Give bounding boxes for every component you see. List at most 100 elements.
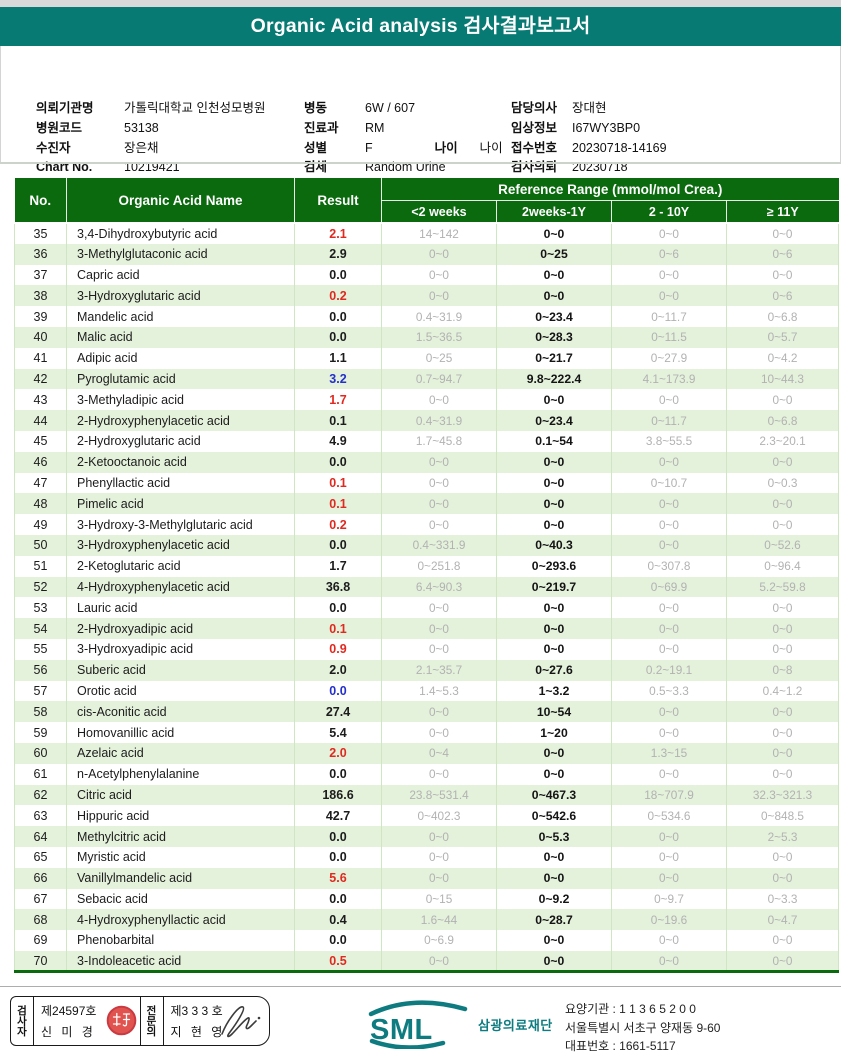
row-no: 35 — [14, 223, 67, 244]
row-result: 1.1 — [294, 347, 382, 369]
row-result: 0.0 — [294, 888, 382, 910]
row-result: 0.0 — [294, 680, 382, 702]
row-ref-lt2w: 0.7~94.7 — [381, 368, 497, 390]
row-acid-name: 2-Ketooctanoic acid — [66, 451, 295, 473]
signature-box: 검사자 제24597호 신 미 경 전문의 제3 3 3 호 지 현 영 — [10, 996, 270, 1046]
row-ref-2-10y: 0~0 — [611, 264, 727, 286]
row-ref-ge11y: 0~4.2 — [726, 347, 839, 369]
row-ref-lt2w: 1.5~36.5 — [381, 326, 497, 348]
row-no: 61 — [14, 763, 67, 785]
field-label: 병동 — [304, 101, 328, 115]
row-ref-lt2w: 0~25 — [381, 347, 497, 369]
row-ref-2-10y: 0~0 — [611, 285, 727, 307]
row-ref-ge11y: 0~0 — [726, 451, 839, 473]
row-no: 56 — [14, 659, 67, 681]
row-result: 36.8 — [294, 576, 382, 598]
row-ref-2-10y: 0~0 — [611, 597, 727, 619]
row-ref-2-10y: 0~307.8 — [611, 555, 727, 577]
row-no: 49 — [14, 514, 67, 535]
row-result: 5.6 — [294, 867, 382, 889]
row-ref-lt2w: 0~0 — [381, 451, 497, 473]
row-result: 0.5 — [294, 950, 382, 972]
row-ref-ge11y: 0~0 — [726, 763, 839, 785]
row-acid-name: 4-Hydroxyphenyllactic acid — [66, 909, 295, 931]
row-no: 51 — [14, 555, 67, 577]
row-acid-name: 3-Hydroxy-3-Methylglutaric acid — [66, 514, 295, 535]
row-no: 38 — [14, 285, 67, 307]
row-ref-2-10y: 0~0 — [611, 493, 727, 515]
report-title: Organic Acid analysis 검사결과보고서 — [0, 7, 841, 46]
row-ref-ge11y: 0~0 — [726, 701, 839, 723]
row-no: 53 — [14, 597, 67, 619]
row-ref-2w1y: 0~0 — [496, 846, 612, 868]
examiner-cert-no: 제24597호 — [41, 1004, 97, 1018]
row-result: 0.0 — [294, 826, 382, 847]
examiner-stamp-icon — [106, 1005, 136, 1036]
row-result: 1.7 — [294, 555, 382, 577]
field-value: RM — [365, 120, 385, 135]
row-ref-2w1y: 0~23.4 — [496, 306, 612, 327]
col-header-ref-lt2w: <2 weeks — [381, 200, 497, 223]
row-acid-name: Phenobarbital — [66, 930, 295, 951]
row-ref-ge11y: 0~96.4 — [726, 555, 839, 577]
row-acid-name: Pyroglutamic acid — [66, 368, 295, 390]
sml-logo-text: SML — [370, 1014, 433, 1046]
row-ref-2w1y: 0~0 — [496, 223, 612, 244]
row-no: 43 — [14, 389, 67, 411]
row-ref-ge11y: 0.4~1.2 — [726, 680, 839, 702]
row-ref-2w1y: 0~9.2 — [496, 888, 612, 910]
row-ref-2w1y: 1~20 — [496, 722, 612, 743]
row-result: 0.0 — [294, 306, 382, 327]
table-row: 35 3,4-Dihydroxybutyric acid 2.1 14~142 … — [14, 223, 839, 244]
footer-divider — [0, 986, 841, 987]
row-ref-2-10y: 0~0 — [611, 722, 727, 743]
row-ref-2w1y: 10~54 — [496, 701, 612, 723]
row-no: 55 — [14, 638, 67, 660]
row-ref-2w1y: 0.1~54 — [496, 430, 612, 452]
row-acid-name: Myristic acid — [66, 846, 295, 868]
row-result: 0.0 — [294, 597, 382, 619]
age-label: 나이 — [434, 140, 458, 155]
row-result: 2.1 — [294, 223, 382, 244]
row-ref-2w1y: 0~542.6 — [496, 805, 612, 827]
row-no: 59 — [14, 722, 67, 743]
row-no: 47 — [14, 472, 67, 494]
field-value: I67WY3BP0 — [572, 120, 641, 135]
specialist-cert-no: 제3 3 3 호 — [170, 1004, 223, 1018]
org-name: 삼광의료재단 — [478, 1018, 553, 1033]
field-label: 담당의사 — [511, 101, 558, 115]
row-ref-lt2w: 0~4 — [381, 742, 497, 764]
row-ref-lt2w: 14~142 — [381, 223, 497, 244]
row-ref-2w1y: 0~23.4 — [496, 410, 612, 431]
row-ref-2w1y: 0~219.7 — [496, 576, 612, 598]
table-row: 57 Orotic acid 0.0 1.4~5.3 1~3.2 0.5~3.3… — [14, 680, 839, 702]
field-value: 53138 — [124, 120, 159, 135]
row-ref-2w1y: 0~0 — [496, 867, 612, 889]
field-value: 가톨릭대학교 인천성모병원 — [124, 101, 266, 115]
row-ref-lt2w: 0~15 — [381, 888, 497, 910]
row-ref-2w1y: 0~0 — [496, 930, 612, 951]
row-acid-name: 3-Hydroxyadipic acid — [66, 638, 295, 660]
row-ref-lt2w: 0~0 — [381, 472, 497, 494]
row-ref-lt2w: 0~0 — [381, 514, 497, 535]
col-header-ref-group: Reference Range (mmol/mol Crea.) — [381, 178, 839, 201]
row-ref-ge11y: 0~4.7 — [726, 909, 839, 931]
row-ref-lt2w: 0~6.9 — [381, 930, 497, 951]
row-result: 1.7 — [294, 389, 382, 411]
table-row: 37 Capric acid 0.0 0~0 0~0 0~0 0~0 — [14, 264, 839, 286]
row-ref-ge11y: 5.2~59.8 — [726, 576, 839, 598]
row-ref-ge11y: 0~6 — [726, 285, 839, 307]
examiner-name: 신 미 경 — [41, 1025, 96, 1039]
row-ref-2-10y: 0~534.6 — [611, 805, 727, 827]
row-ref-2-10y: 0.2~19.1 — [611, 659, 727, 681]
row-result: 0.0 — [294, 930, 382, 951]
table-row: 64 Methylcitric acid 0.0 0~0 0~5.3 0~0 2… — [14, 826, 839, 847]
row-ref-2w1y: 0~0 — [496, 618, 612, 639]
table-row: 65 Myristic acid 0.0 0~0 0~0 0~0 0~0 — [14, 846, 839, 868]
row-result: 0.2 — [294, 514, 382, 535]
table-row: 46 2-Ketooctanoic acid 0.0 0~0 0~0 0~0 0… — [14, 451, 839, 473]
row-ref-lt2w: 0~0 — [381, 950, 497, 972]
row-no: 57 — [14, 680, 67, 702]
row-ref-2w1y: 0~0 — [496, 389, 612, 411]
row-result: 0.1 — [294, 618, 382, 639]
